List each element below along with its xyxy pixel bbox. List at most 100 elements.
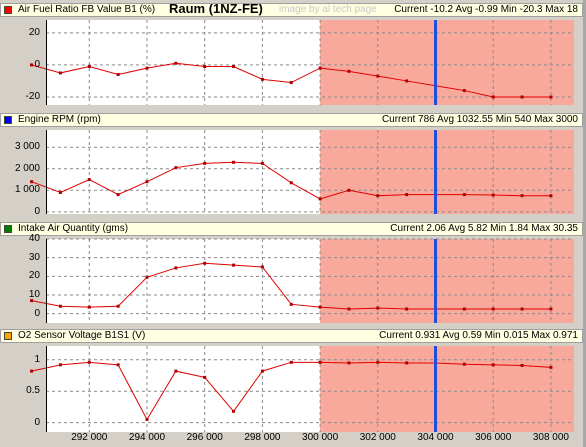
data-point bbox=[289, 360, 293, 364]
series-name: Intake Air Quantity (gms) bbox=[18, 223, 129, 234]
data-point bbox=[376, 306, 380, 310]
data-point bbox=[405, 307, 409, 311]
data-point bbox=[30, 299, 34, 303]
plot-area[interactable] bbox=[30, 130, 574, 214]
panel-intake-air-quantity: Intake Air Quantity (gms) Current 2.06 A… bbox=[0, 222, 586, 326]
data-point bbox=[30, 180, 34, 184]
data-point bbox=[145, 275, 149, 279]
data-point bbox=[116, 363, 120, 367]
highlight-region bbox=[320, 20, 574, 105]
data-point bbox=[405, 361, 409, 365]
data-point bbox=[318, 197, 322, 201]
data-point bbox=[116, 193, 120, 197]
data-point bbox=[520, 363, 524, 367]
data-point bbox=[549, 307, 553, 311]
series-color-swatch bbox=[4, 6, 12, 14]
data-point bbox=[232, 409, 236, 413]
data-point bbox=[87, 305, 91, 309]
highlight-region bbox=[320, 239, 574, 323]
data-point bbox=[491, 193, 495, 197]
y-tick-label: 40 bbox=[28, 233, 40, 244]
plot-area[interactable] bbox=[30, 20, 574, 105]
data-point bbox=[347, 307, 351, 311]
data-point bbox=[289, 81, 293, 85]
y-tick-label: 3 000 bbox=[14, 141, 40, 153]
panel-o2-sensor-voltage: O2 Sensor Voltage B1S1 (V) Current 0.931… bbox=[0, 329, 586, 433]
data-point bbox=[58, 304, 62, 308]
data-point bbox=[520, 194, 524, 198]
data-point bbox=[549, 95, 553, 99]
data-point bbox=[260, 265, 264, 269]
data-point bbox=[174, 369, 178, 373]
data-point bbox=[318, 360, 322, 364]
data-point bbox=[347, 69, 351, 73]
y-tick-label: 0.5 bbox=[26, 385, 40, 397]
data-point bbox=[289, 302, 293, 306]
plot-svg bbox=[30, 20, 574, 105]
series-stats: Current 0.931 Avg 0.59 Min 0.015 Max 0.9… bbox=[379, 330, 578, 341]
data-point bbox=[203, 161, 207, 165]
data-point bbox=[58, 363, 62, 367]
data-point bbox=[174, 61, 178, 65]
watermark: image by al tech page bbox=[279, 4, 377, 15]
data-point bbox=[260, 161, 264, 165]
data-point bbox=[462, 307, 466, 311]
series-color-swatch bbox=[4, 225, 12, 233]
series-name: O2 Sensor Voltage B1S1 (V) bbox=[18, 330, 146, 341]
highlight-region bbox=[320, 346, 574, 432]
plot-area[interactable] bbox=[30, 238, 574, 323]
plot-svg bbox=[30, 130, 574, 214]
data-point bbox=[462, 193, 466, 197]
data-point bbox=[376, 74, 380, 78]
data-point bbox=[30, 63, 34, 67]
data-point bbox=[376, 360, 380, 364]
data-point bbox=[405, 193, 409, 197]
data-point bbox=[116, 304, 120, 308]
data-point bbox=[145, 417, 149, 421]
panel-header[interactable]: Engine RPM (rpm) Current 786 Avg 1032.55… bbox=[0, 113, 583, 127]
data-point bbox=[462, 362, 466, 366]
data-point bbox=[232, 65, 236, 69]
x-tick-label: 304 000 bbox=[417, 432, 454, 443]
data-point bbox=[549, 194, 553, 198]
data-point bbox=[318, 66, 322, 70]
y-tick-label: 20 bbox=[28, 270, 40, 282]
series-color-swatch bbox=[4, 116, 12, 124]
data-point bbox=[174, 166, 178, 170]
panel-header[interactable]: Air Fuel Ratio FB Value B1 (%) Raum (1NZ… bbox=[0, 3, 583, 17]
x-tick-label: 306 000 bbox=[475, 432, 512, 443]
highlight-region bbox=[320, 130, 574, 214]
x-tick-label: 292 000 bbox=[71, 432, 108, 443]
panel-air-fuel-ratio: Air Fuel Ratio FB Value B1 (%) Raum (1NZ… bbox=[0, 3, 586, 109]
y-tick-label: 0 bbox=[34, 205, 40, 217]
data-point bbox=[347, 188, 351, 192]
series-stats: Current -10.2 Avg -0.99 Min -20.3 Max 18 bbox=[394, 4, 578, 15]
series-name: Engine RPM (rpm) bbox=[18, 114, 101, 125]
data-point bbox=[174, 266, 178, 270]
y-tick-label: 1 000 bbox=[14, 184, 40, 196]
panel-header[interactable]: O2 Sensor Voltage B1S1 (V) Current 0.931… bbox=[0, 329, 583, 343]
x-tick-label: 302 000 bbox=[359, 432, 396, 443]
x-tick-label: 308 000 bbox=[532, 432, 569, 443]
data-point bbox=[203, 375, 207, 379]
data-point bbox=[58, 71, 62, 75]
right-border bbox=[583, 0, 586, 447]
x-tick-label: 294 000 bbox=[128, 432, 166, 443]
panel-header[interactable]: Intake Air Quantity (gms) Current 2.06 A… bbox=[0, 222, 583, 236]
y-tick-label: 1 bbox=[34, 353, 40, 365]
x-tick-label: 300 000 bbox=[302, 432, 339, 443]
y-tick-label: 30 bbox=[28, 251, 40, 263]
y-tick-label: 2 000 bbox=[14, 162, 40, 174]
data-point bbox=[232, 263, 236, 267]
y-tick-label: 0 bbox=[34, 58, 40, 70]
data-point bbox=[376, 194, 380, 198]
y-tick-label: 10 bbox=[28, 289, 40, 300]
y-tick-label: -20 bbox=[25, 90, 40, 102]
data-point bbox=[116, 73, 120, 77]
plot-area[interactable] bbox=[30, 346, 574, 432]
data-point bbox=[87, 360, 91, 364]
data-point bbox=[347, 361, 351, 365]
data-point bbox=[549, 365, 553, 369]
data-point bbox=[318, 305, 322, 309]
